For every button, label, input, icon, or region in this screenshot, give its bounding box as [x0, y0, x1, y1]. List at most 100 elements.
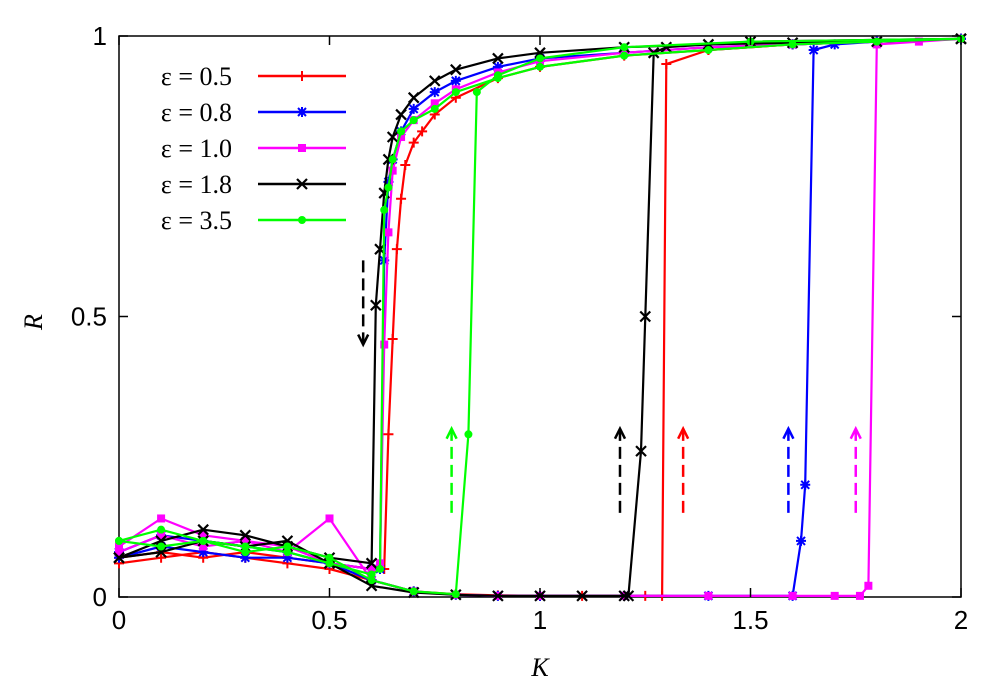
data-point [704, 46, 713, 55]
data-point [365, 580, 378, 592]
data-point [492, 590, 504, 602]
series-line-1-backward [118, 37, 962, 571]
data-point [472, 88, 481, 97]
data-point [576, 590, 588, 602]
data-point [388, 155, 397, 164]
x-axis-ticks: 0 0.5 1 1.5 2 [112, 36, 968, 635]
legend: ε = 0.5 ε = 0.8 ε = 1.0 ε = 1.8 ε = 3.5 [161, 62, 346, 235]
data-point [800, 479, 811, 490]
arrow-annotation-4 [677, 425, 690, 513]
data-point [428, 75, 441, 87]
data-point [240, 552, 251, 563]
legend-label: ε = 0.8 [161, 98, 232, 127]
data-point [241, 536, 250, 545]
data-point [197, 523, 209, 536]
data-point [370, 299, 382, 312]
legend-label: ε = 1.0 [161, 134, 232, 163]
x-tick-label: 0 [112, 605, 126, 635]
data-point [395, 108, 407, 121]
data-point [241, 548, 250, 557]
data-point [376, 564, 385, 573]
data-point [391, 244, 402, 255]
data-point [157, 525, 166, 534]
data-point [397, 127, 406, 136]
data-point [493, 74, 502, 83]
data-point [198, 547, 209, 558]
legend-swatch-marker [297, 71, 307, 81]
series-line-4-forward [118, 37, 962, 598]
legend-label: ε = 3.5 [161, 206, 232, 235]
arrow-annotation-2 [445, 425, 458, 513]
data-point [635, 445, 647, 457]
y-tick-label: 0 [93, 582, 107, 612]
series-line-2-forward [118, 37, 962, 598]
legend-label: ε = 1.8 [161, 170, 232, 199]
data-point [855, 591, 864, 600]
legend-label: ε = 0.5 [161, 62, 232, 91]
data-point [704, 591, 713, 600]
arrow-annotation-6 [849, 425, 862, 513]
data-point [283, 542, 292, 551]
data-point [872, 37, 881, 46]
data-point [380, 205, 389, 214]
data-point [386, 131, 399, 143]
data-point [157, 531, 166, 540]
data-point [384, 183, 393, 192]
y-tick-label: 1 [93, 21, 107, 51]
annotation-layer [357, 260, 862, 513]
arrow-annotation-1 [357, 260, 370, 348]
x-tick-label: 2 [954, 605, 968, 635]
data-point [808, 45, 819, 56]
data-point [864, 581, 873, 590]
arrow-annotation-5 [782, 425, 795, 513]
data-point [325, 514, 334, 523]
data-point [788, 591, 797, 600]
series-line-4-backward [118, 37, 962, 565]
data-point [367, 564, 376, 573]
data-point [199, 536, 208, 545]
data-point [788, 40, 797, 49]
legend-swatch-marker [296, 178, 308, 190]
data-point [451, 590, 460, 599]
data-point [367, 576, 376, 585]
data-point [241, 542, 250, 551]
data-point [155, 546, 167, 558]
data-point [492, 61, 503, 72]
data-point [325, 559, 334, 568]
data-point [492, 52, 504, 65]
data-point [464, 430, 473, 439]
y-tick-label: 0.5 [71, 302, 107, 332]
data-point [387, 333, 398, 344]
data-point [388, 166, 397, 175]
data-point [534, 47, 546, 59]
data-point [199, 531, 208, 540]
data-point [417, 126, 428, 137]
data-point [400, 160, 411, 171]
legend-swatch-marker [298, 144, 306, 152]
data-point [199, 542, 208, 551]
data-point [536, 54, 544, 63]
data-point [157, 514, 166, 523]
x-tick-label: 1.5 [732, 605, 768, 635]
data-point [383, 429, 394, 440]
y-axis-ticks: 00.51 [71, 21, 961, 612]
data-point [115, 542, 123, 551]
x-tick-label: 0.5 [311, 605, 347, 635]
data-point [282, 552, 293, 563]
data-point [157, 542, 166, 551]
data-point [113, 551, 125, 564]
data-point [239, 529, 252, 542]
data-point [430, 99, 439, 108]
data-point [660, 41, 673, 53]
data-point [622, 590, 635, 602]
series-line-3-backward [118, 37, 962, 571]
data-point [450, 63, 462, 76]
plot-frame [118, 35, 962, 598]
data-point [408, 137, 419, 148]
data-point [384, 228, 393, 237]
data-point [283, 548, 292, 557]
data-point [155, 535, 167, 547]
data-point [830, 591, 839, 600]
data-point [829, 39, 840, 50]
